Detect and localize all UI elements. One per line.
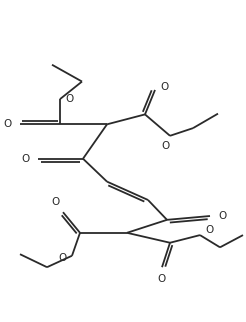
Text: O: O: [206, 225, 214, 235]
Text: O: O: [161, 82, 169, 92]
Text: O: O: [66, 94, 74, 104]
Text: O: O: [218, 211, 226, 221]
Text: O: O: [161, 141, 169, 151]
Text: O: O: [22, 154, 30, 164]
Text: O: O: [58, 253, 66, 263]
Text: O: O: [158, 274, 166, 285]
Text: O: O: [4, 119, 12, 129]
Text: O: O: [51, 197, 60, 207]
